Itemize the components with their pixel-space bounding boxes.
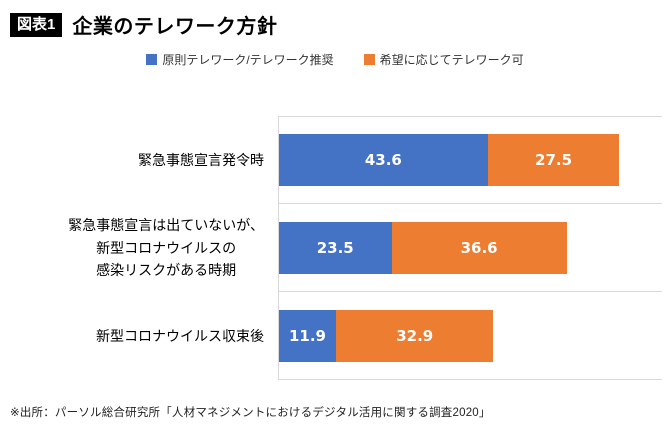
legend-item: 原則テレワーク/テレワーク推奨 [146,51,334,68]
value-label: 32.9 [396,326,434,345]
legend-swatch [363,54,375,65]
bar-segment: 11.9 [279,309,336,362]
chart-row: 緊急事態宣言発令時 43.6 27.5 [0,116,670,204]
source-note: ※出所：パーソル総合研究所「人材マネジメントにおけるデジタル活用に関する調査20… [10,407,491,419]
plot-band: 43.6 27.5 [278,116,662,204]
bar-segment: 27.5 [487,134,620,186]
figure-number-badge: 図表1 [10,12,63,37]
bar-segment: 36.6 [391,221,567,274]
stacked-bar-chart: 緊急事態宣言発令時 43.6 27.5 緊急事態宣言は出ていないが、 新型コロナウイル… [0,116,670,380]
chart-row: 新型コロナウイルス収束後 11.9 32.9 [0,292,670,380]
stacked-bar: 23.5 36.6 [279,221,662,274]
value-label: 27.5 [535,151,573,169]
chart-title: 企業のテレワーク方針 [72,16,278,38]
stacked-bar: 43.6 27.5 [279,134,662,186]
legend-item: 希望に応じてテレワーク可 [363,51,524,68]
legend-swatch [146,54,158,65]
category-label: 緊急事態宣言発令時 [138,151,264,168]
value-label: 36.6 [460,238,498,257]
legend-label: 原則テレワーク/テレワーク推奨 [162,53,334,67]
stacked-bar: 11.9 32.9 [279,309,662,362]
bar-segment: 43.6 [279,134,488,186]
bar-segment: 32.9 [335,309,494,362]
chart-legend: 原則テレワーク/テレワーク推奨 希望に応じてテレワーク可 [0,51,670,68]
plot-band: 11.9 32.9 [278,292,662,380]
chart-header: 図表1 企業のテレワーク方針 [0,0,670,39]
value-label: 43.6 [364,151,402,169]
value-label: 23.5 [316,238,354,257]
value-label: 11.9 [288,326,326,345]
category-label: 緊急事態宣言は出ていないが、 新型コロナウイルスの 感染リスクがある時期 [68,217,264,279]
chart-row: 緊急事態宣言は出ていないが、 新型コロナウイルスの 感染リスクがある時期 23.5… [0,204,670,292]
bar-segment: 23.5 [279,221,392,274]
legend-label: 希望に応じてテレワーク可 [379,53,524,67]
category-label: 新型コロナウイルス収束後 [96,327,264,344]
plot-band: 23.5 36.6 [278,204,662,292]
